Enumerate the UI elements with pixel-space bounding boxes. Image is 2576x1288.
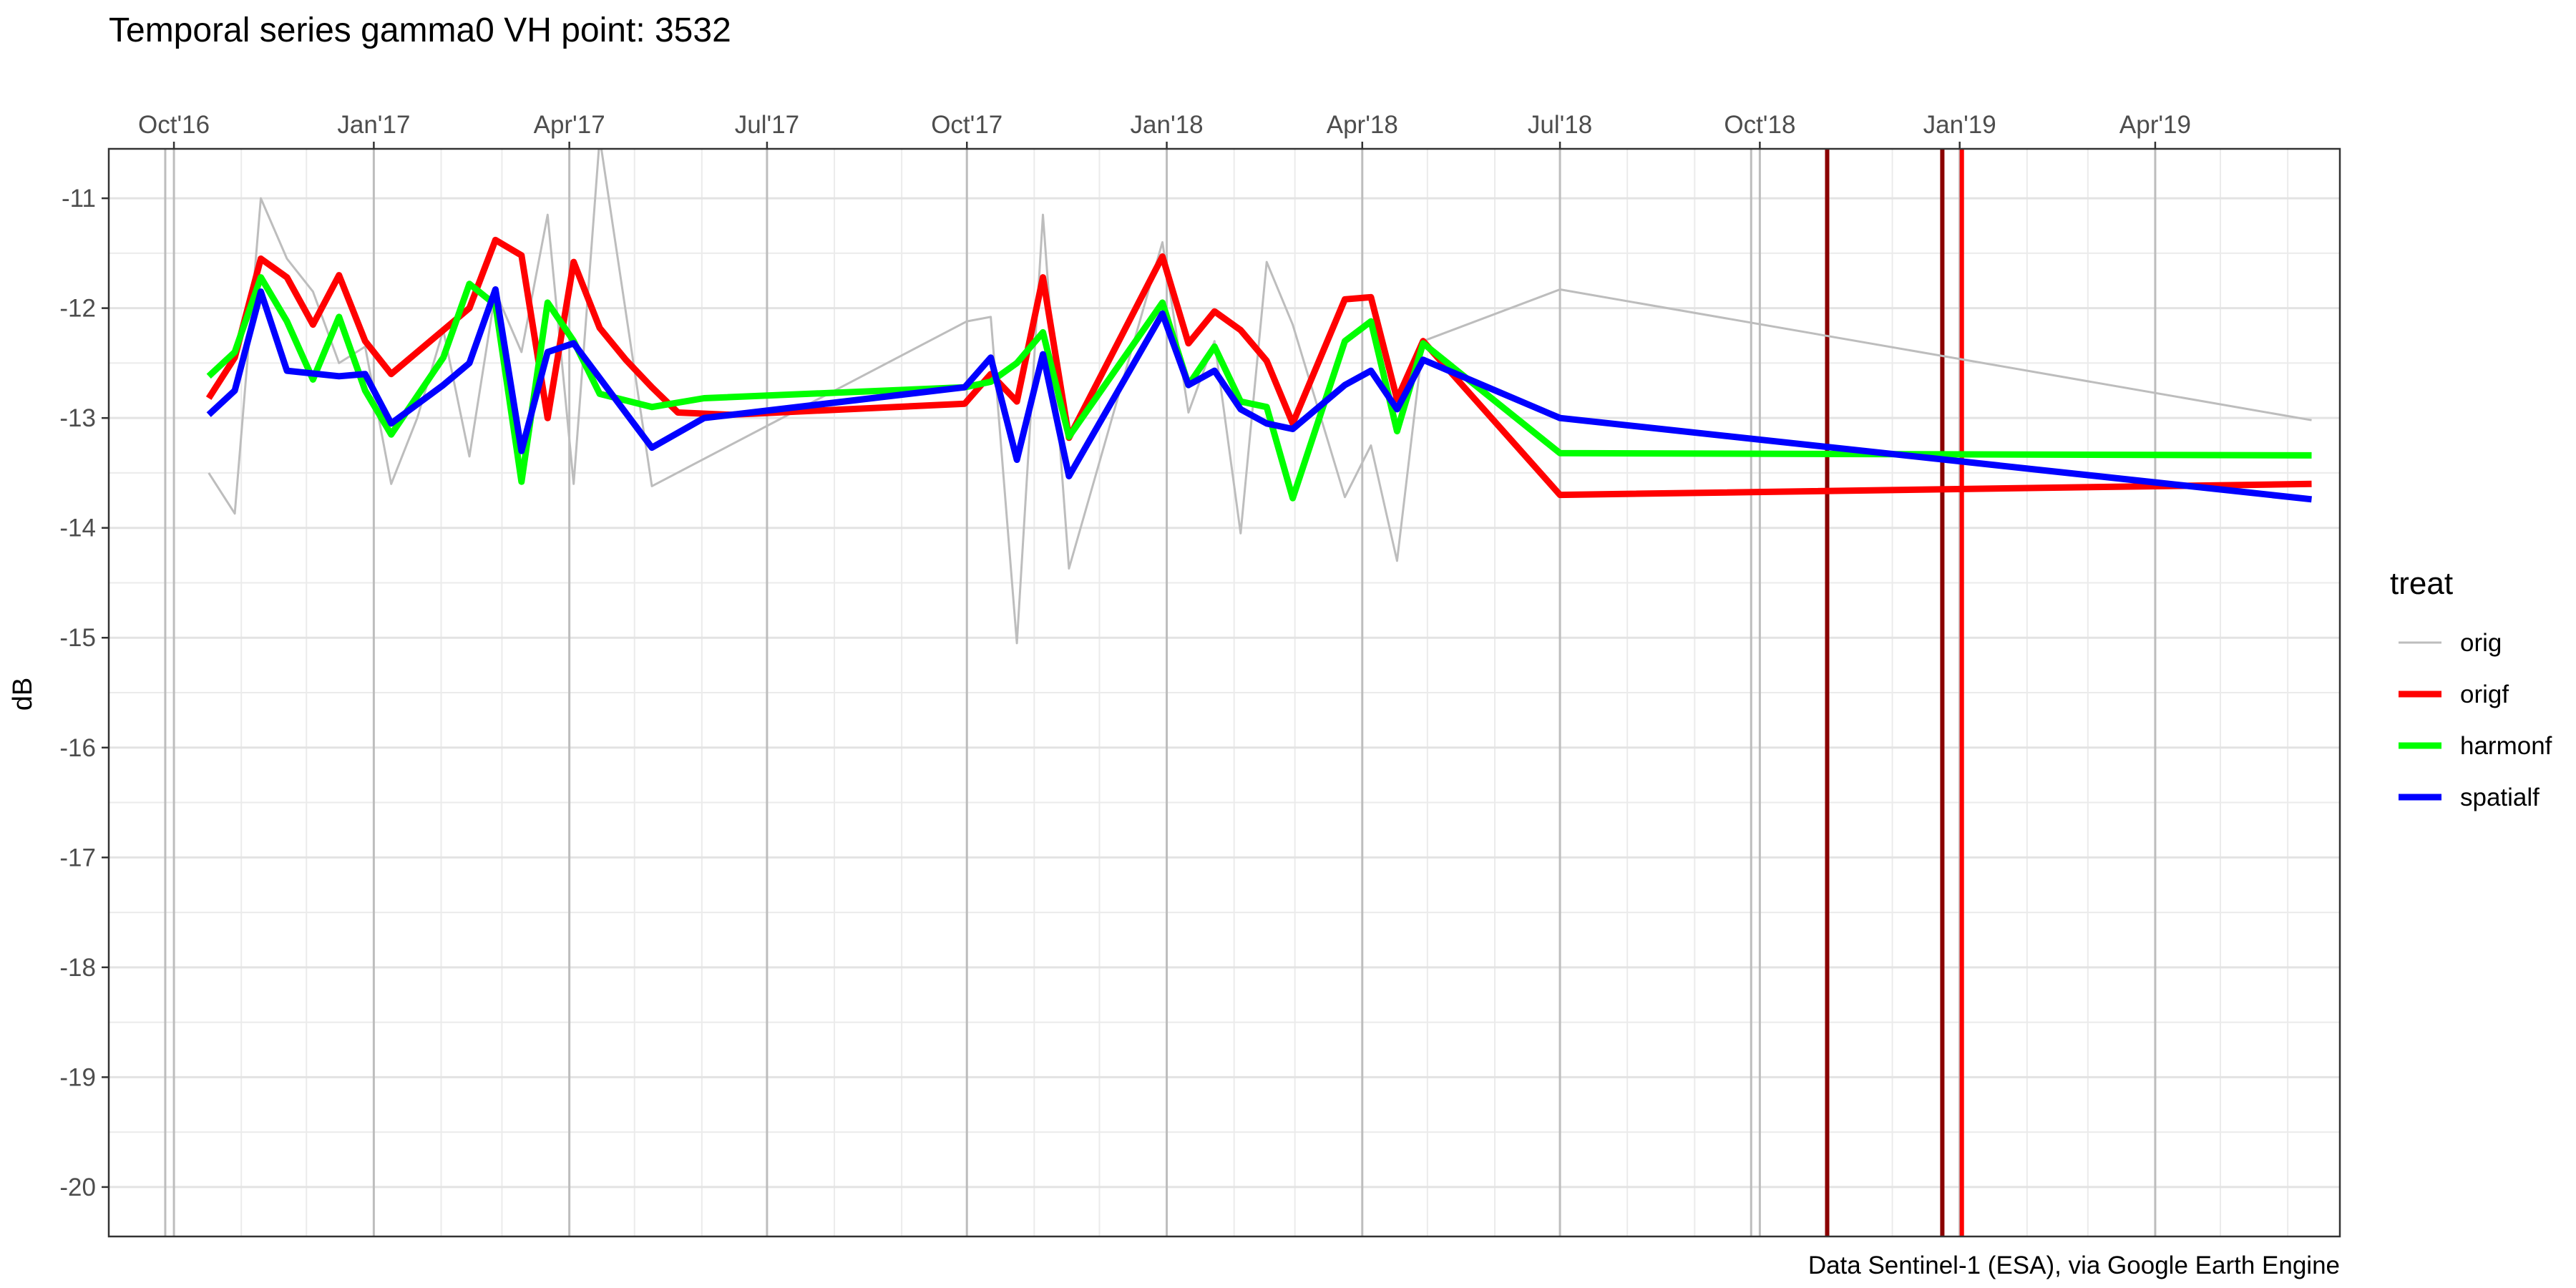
vertical-reference-lines <box>164 149 1964 1236</box>
legend-label-origf: origf <box>2460 680 2509 708</box>
x-tick-label: Apr'18 <box>1327 111 1398 139</box>
y-axis: -11 -12 -13 -14 -15 -16 -17 -18 -19 -20 <box>59 185 109 1201</box>
x-tick-label: Oct'17 <box>931 111 1002 139</box>
series-lines <box>205 149 2312 645</box>
legend-label-harmonf: harmonf <box>2460 732 2552 760</box>
grid-minor <box>108 149 2340 1236</box>
chart-title: Temporal series gamma0 VH point: 3532 <box>109 11 731 49</box>
legend-label-spatialf: spatialf <box>2460 784 2540 811</box>
legend-title: treat <box>2390 566 2453 601</box>
x-tick-label: Jan'18 <box>1131 111 1204 139</box>
panel-border <box>107 147 2341 1238</box>
y-tick-label: -16 <box>59 734 96 762</box>
x-tick-label: Apr'19 <box>2119 111 2191 139</box>
series-line-harmonf <box>206 274 2312 502</box>
y-tick-label: -15 <box>59 624 96 652</box>
series-line-spatialf <box>206 286 2312 503</box>
y-tick-label: -17 <box>59 844 96 872</box>
y-tick-label: -13 <box>59 404 96 432</box>
x-tick-label: Apr'17 <box>534 111 605 139</box>
y-tick-label: -14 <box>59 514 96 542</box>
legend-label-orig: orig <box>2460 629 2502 657</box>
y-tick-label: -20 <box>59 1174 96 1201</box>
y-tick-label: -18 <box>59 954 96 982</box>
y-tick-label: -19 <box>59 1063 96 1091</box>
chart-caption: Data Sentinel-1 (ESA), via Google Earth … <box>1808 1252 2340 1279</box>
x-tick-label: Jul'17 <box>735 111 799 139</box>
x-tick-label: Oct'16 <box>138 111 210 139</box>
x-tick-label: Jan'19 <box>1923 111 1996 139</box>
x-tick-label: Oct'18 <box>1724 111 1795 139</box>
y-axis-title: dB <box>8 678 38 711</box>
y-tick-label: -11 <box>62 185 96 213</box>
x-tick-label: Jan'17 <box>337 111 410 139</box>
y-tick-label: -12 <box>59 295 96 323</box>
legend: treat orig origf harmonf spatialf <box>2390 566 2552 811</box>
x-tick-label: Jul'18 <box>1528 111 1592 139</box>
x-axis: Oct'16 Jan'17 Apr'17 Jul'17 Oct'17 Jan'18 Apr'… <box>138 111 2191 149</box>
